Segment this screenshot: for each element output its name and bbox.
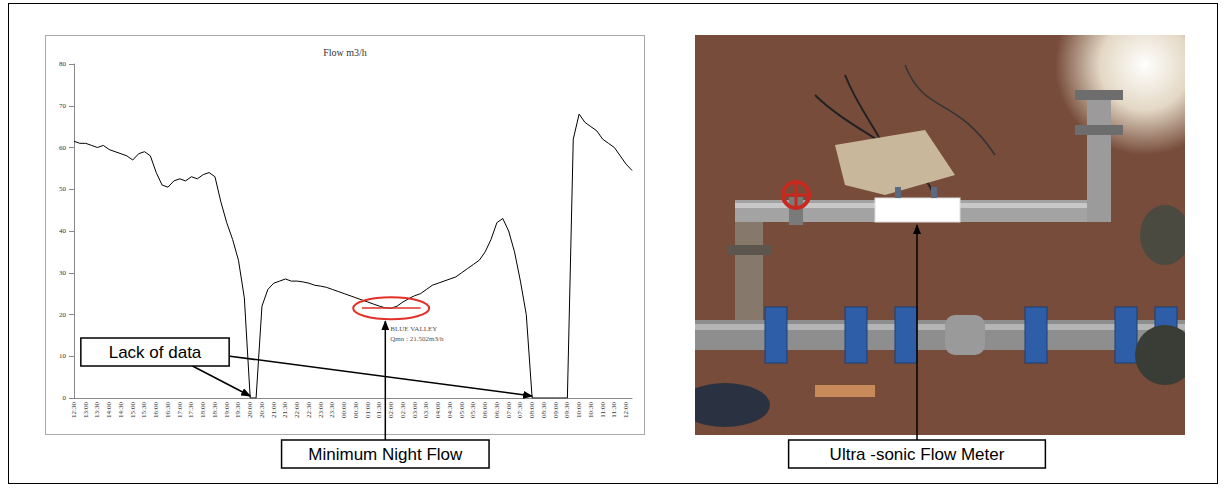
svg-text:11:30: 11:30 xyxy=(610,402,618,418)
svg-text:02:30: 02:30 xyxy=(399,402,407,418)
svg-text:Qmn : 21.502m3/h: Qmn : 21.502m3/h xyxy=(390,335,444,343)
svg-text:03:00: 03:00 xyxy=(411,402,419,418)
svg-text:10:30: 10:30 xyxy=(587,402,595,418)
svg-text:10:00: 10:00 xyxy=(575,402,583,418)
svg-text:03:30: 03:30 xyxy=(422,402,430,418)
svg-text:19:00: 19:00 xyxy=(223,402,231,418)
svg-text:08:30: 08:30 xyxy=(540,402,548,418)
svg-text:05:30: 05:30 xyxy=(469,402,477,418)
svg-text:21:00: 21:00 xyxy=(270,402,278,418)
svg-text:0: 0 xyxy=(63,394,67,402)
svg-text:17:30: 17:30 xyxy=(187,402,195,418)
svg-text:16:00: 16:00 xyxy=(152,402,160,418)
svg-text:04:00: 04:00 xyxy=(434,402,442,418)
svg-text:23:00: 23:00 xyxy=(317,402,325,418)
svg-text:13:30: 13:30 xyxy=(93,402,101,418)
svg-text:02:00: 02:00 xyxy=(387,402,395,418)
svg-text:19:30: 19:30 xyxy=(234,402,242,418)
svg-text:14:00: 14:00 xyxy=(105,402,113,418)
svg-text:08:00: 08:00 xyxy=(528,402,536,418)
svg-text:15:30: 15:30 xyxy=(140,402,148,418)
svg-text:20:00: 20:00 xyxy=(246,402,254,418)
svg-text:00:30: 00:30 xyxy=(352,402,360,418)
svg-text:40: 40 xyxy=(59,227,67,235)
svg-text:23:30: 23:30 xyxy=(328,402,336,418)
svg-text:70: 70 xyxy=(59,102,67,110)
svg-text:09:00: 09:00 xyxy=(552,402,560,418)
svg-text:07:00: 07:00 xyxy=(505,402,513,418)
svg-text:14:30: 14:30 xyxy=(117,402,125,418)
svg-text:04:30: 04:30 xyxy=(446,402,454,418)
svg-text:Ultra -sonic Flow Meter: Ultra -sonic Flow Meter xyxy=(830,445,1005,464)
svg-text:07:30: 07:30 xyxy=(516,402,524,418)
svg-text:60: 60 xyxy=(59,144,67,152)
svg-text:05:00: 05:00 xyxy=(458,402,466,418)
svg-text:Minimum Night Flow: Minimum Night Flow xyxy=(308,445,463,464)
svg-text:18:30: 18:30 xyxy=(211,402,219,418)
svg-text:50: 50 xyxy=(59,185,67,193)
svg-text:01:00: 01:00 xyxy=(364,402,372,418)
svg-text:80: 80 xyxy=(59,60,67,68)
svg-text:00:00: 00:00 xyxy=(340,402,348,418)
svg-text:06:30: 06:30 xyxy=(493,402,501,418)
svg-text:20: 20 xyxy=(59,311,67,319)
svg-text:09:30: 09:30 xyxy=(563,402,571,418)
svg-text:10: 10 xyxy=(59,352,67,360)
svg-text:15:00: 15:00 xyxy=(129,402,137,418)
svg-text:12:30: 12:30 xyxy=(70,402,78,418)
svg-text:BLUE VALLEY: BLUE VALLEY xyxy=(390,325,437,333)
svg-text:12:00: 12:00 xyxy=(622,402,630,418)
svg-text:11:00: 11:00 xyxy=(599,402,607,418)
svg-text:17:00: 17:00 xyxy=(176,402,184,418)
svg-text:20:30: 20:30 xyxy=(258,402,266,418)
svg-text:01:30: 01:30 xyxy=(375,402,383,418)
svg-text:22:30: 22:30 xyxy=(305,402,313,418)
svg-text:Flow m3/h: Flow m3/h xyxy=(323,47,367,58)
svg-text:21:30: 21:30 xyxy=(281,402,289,418)
svg-text:22:00: 22:00 xyxy=(293,402,301,418)
svg-text:30: 30 xyxy=(59,269,67,277)
svg-text:06:00: 06:00 xyxy=(481,402,489,418)
svg-text:Lack of data: Lack of data xyxy=(109,343,202,362)
svg-text:13:00: 13:00 xyxy=(82,402,90,418)
svg-text:18:00: 18:00 xyxy=(199,402,207,418)
svg-text:16:30: 16:30 xyxy=(164,402,172,418)
